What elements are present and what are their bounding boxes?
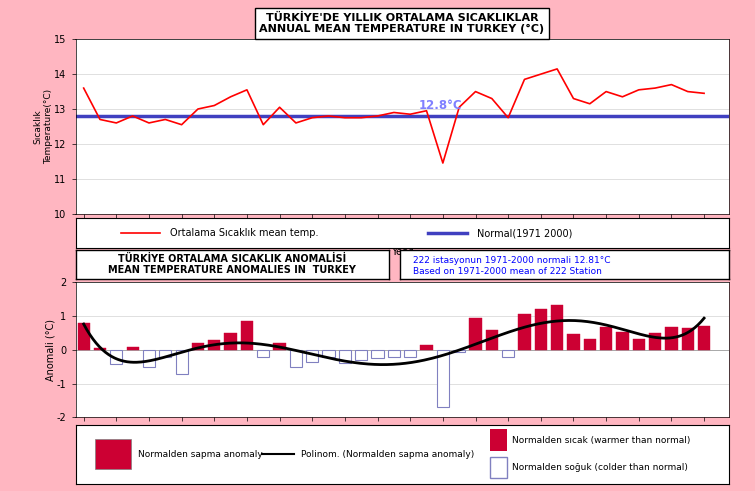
Bar [224,333,237,350]
Bar [649,333,661,350]
Bar [159,350,171,356]
Bar [290,350,302,367]
Bar [388,350,400,356]
Text: Normalden soğuk (colder than normal): Normalden soğuk (colder than normal) [512,463,688,472]
Text: 222 istasyonun 1971-2000 normali 12.81°C: 222 istasyonun 1971-2000 normali 12.81°C [413,256,611,265]
Bar [306,350,319,362]
Bar [490,457,507,478]
Bar [535,309,547,350]
Bar [665,327,677,350]
Text: Based on 1971-2000 mean of 222 Station: Based on 1971-2000 mean of 222 Station [413,267,602,276]
Bar [698,326,710,350]
Bar [78,323,90,350]
Title: TÜRKİYE'DE YILLIK ORTALAMA SICAKLIKLAR
ANNUAL MEAN TEMPERATURE IN TURKEY (°C): TÜRKİYE'DE YILLIK ORTALAMA SICAKLIKLAR A… [260,13,544,34]
Text: Ortalama Sıcaklık mean temp.: Ortalama Sıcaklık mean temp. [170,228,319,238]
Bar [682,328,694,350]
Bar [404,350,416,357]
Bar [453,350,465,352]
Bar [94,348,106,350]
Text: Normalden sapma anomaly: Normalden sapma anomaly [137,450,262,459]
Text: TÜRKİYE ORTALAMA SICAKLIK ANOMALİSİ
MEAN TEMPERATURE ANOMALIES IN  TURKEY: TÜRKİYE ORTALAMA SICAKLIK ANOMALİSİ MEAN… [108,254,356,275]
Bar [257,350,270,357]
Text: Polinom. (Normalden sapma anomaly): Polinom. (Normalden sapma anomaly) [300,450,474,459]
Bar [436,350,449,407]
Bar [110,350,122,364]
Bar [339,350,351,363]
Bar [519,314,531,350]
Y-axis label: Anomali (°C): Anomali (°C) [45,319,55,381]
Bar [421,346,433,350]
Bar [485,329,498,350]
Bar [192,343,204,350]
Bar [567,334,580,350]
Bar [322,350,334,356]
X-axis label: Year: Year [391,247,413,257]
Bar [355,350,368,360]
Text: 12.8°C: 12.8°C [418,99,462,112]
Bar [241,321,253,350]
Text: Normalden sıcak (warmer than normal): Normalden sıcak (warmer than normal) [512,436,690,445]
Bar [633,339,645,350]
Bar [95,439,131,469]
Bar [273,343,285,350]
Text: Normal(1971 2000): Normal(1971 2000) [477,228,572,238]
Bar [470,318,482,350]
Y-axis label: Sıcaklık
Temperature(°C): Sıcaklık Temperature(°C) [33,89,53,164]
Bar [616,332,629,350]
Bar [127,348,139,350]
Bar [490,429,507,451]
Bar [502,350,514,357]
Bar [175,350,188,374]
Bar [143,350,155,367]
Bar [600,327,612,350]
Bar [208,340,220,350]
Bar [371,350,384,358]
Bar [584,339,596,350]
Bar [551,304,563,350]
